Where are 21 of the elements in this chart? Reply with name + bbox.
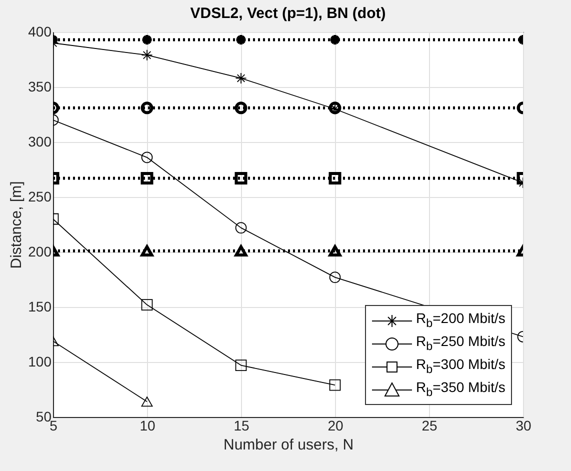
y-tick-label: 150	[28, 298, 52, 314]
legend-label: R$_{b}$=300 Mbit/s	[416, 356, 506, 376]
legend-label: R$_{b}$=350 Mbit/s	[416, 379, 506, 400]
y-tick-label: 350	[28, 78, 52, 94]
x-axis-title: Number of users, N	[223, 436, 354, 454]
legend-label: R$_{b}$=250 Mbit/s	[416, 333, 506, 354]
y-tick-label: 400	[28, 24, 52, 40]
x-tick-label: 30	[516, 418, 532, 434]
y-tick-label: 300	[28, 134, 52, 150]
y-tick-label: 100	[28, 354, 52, 370]
x-tick-label: 20	[328, 418, 344, 434]
chart-title: VDSL2, Vect (p=1), BN (dot)	[190, 5, 386, 22]
y-axis-title: Distance, [m]	[8, 181, 26, 269]
y-tick-label: 250	[28, 188, 52, 204]
y-tick-label: 200	[28, 244, 52, 260]
x-tick-label: 5	[50, 418, 58, 434]
y-tick-label: 50	[36, 408, 52, 424]
x-tick-label: 10	[140, 418, 156, 434]
legend-label: R$_{b}$=200 Mbit/s	[416, 310, 506, 330]
x-tick-label: 25	[422, 418, 438, 434]
x-tick-label: 15	[234, 418, 250, 434]
